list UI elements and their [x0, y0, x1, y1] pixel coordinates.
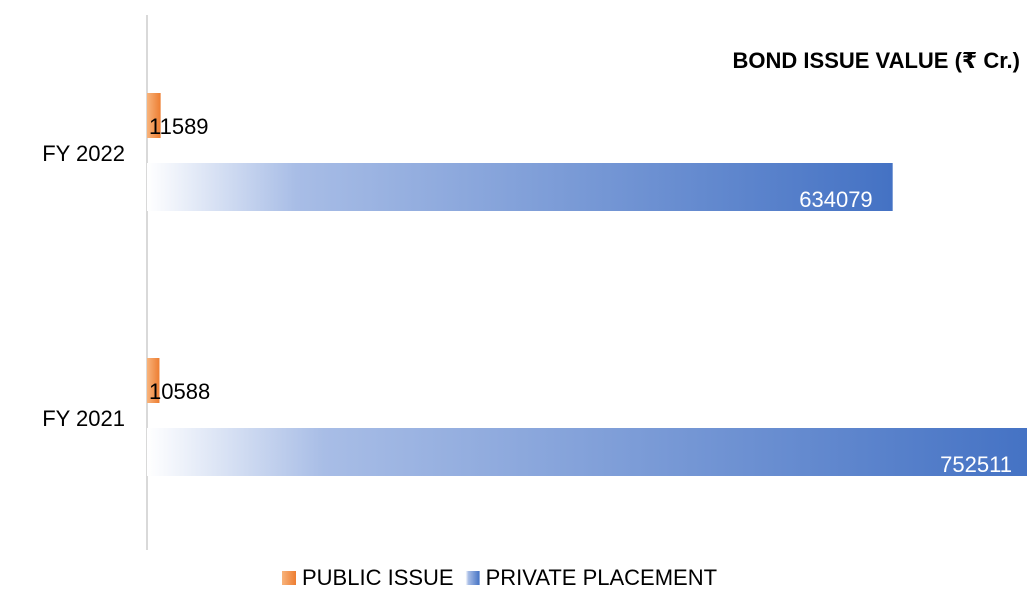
legend-swatch: [282, 571, 296, 585]
bar: [147, 163, 893, 211]
bar: [147, 358, 160, 403]
y-tick-label: FY 2022: [42, 141, 125, 166]
legend-label: PUBLIC ISSUE: [302, 565, 454, 590]
bar: [147, 93, 161, 138]
y-tick-label: FY 2021: [42, 406, 125, 431]
legend-label: PRIVATE PLACEMENT: [486, 565, 717, 590]
bar: [147, 428, 1027, 476]
legend-swatch: [465, 571, 480, 585]
data-label: 11589: [149, 114, 209, 139]
data-label: 634079: [799, 187, 872, 212]
data-label: 10588: [149, 379, 210, 404]
data-label: 752511: [940, 452, 1012, 477]
chart-title: BOND ISSUE VALUE (₹ Cr.): [733, 48, 1020, 73]
